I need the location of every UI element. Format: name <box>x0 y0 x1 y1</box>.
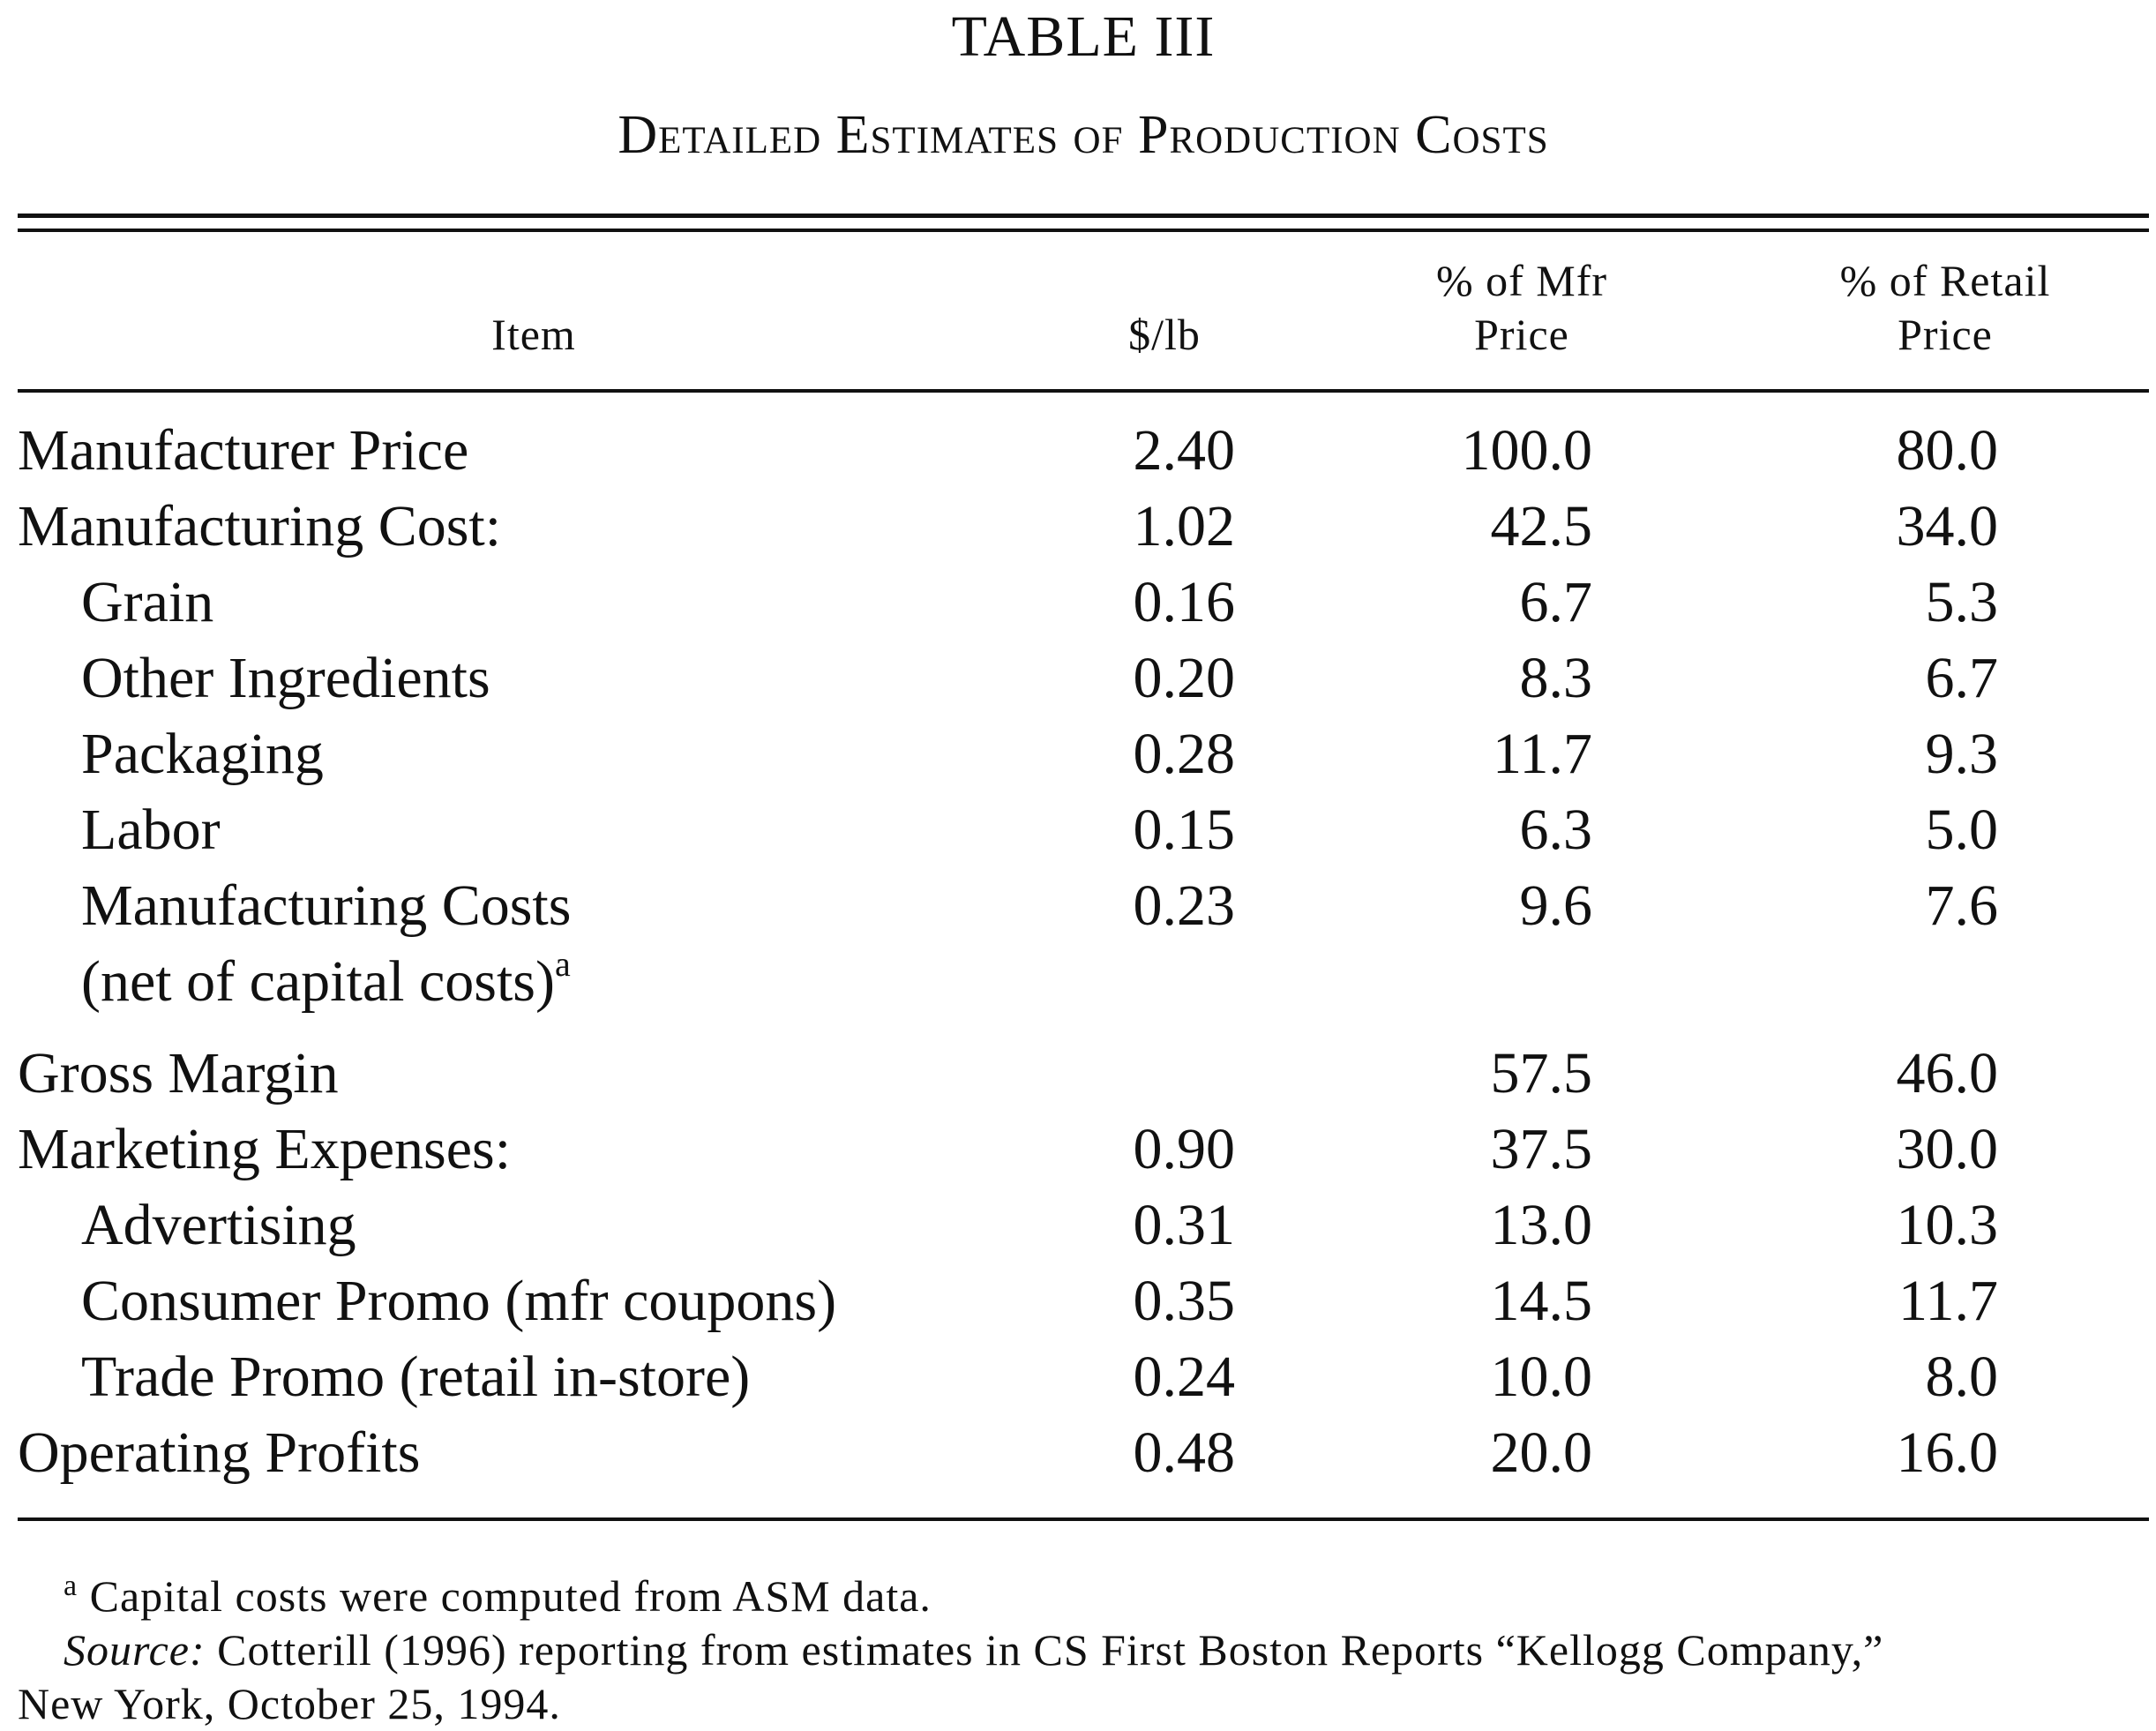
row-pct-mfr: 6.7 <box>1519 570 1593 634</box>
header-pct-retail-line2: Price <box>1898 310 1993 359</box>
row-pct-retail: 34.0 <box>1896 494 1999 558</box>
row-per-lb: 0.24 <box>1133 1345 1236 1409</box>
table-row: Manufacturer Price 2.40 100.0 80.0 <box>18 413 2149 489</box>
row-pct-retail: 5.0 <box>1925 798 1999 862</box>
header-per-lb: $/lb <box>1059 308 1270 362</box>
table-row: Gross Margin 57.5 46.0 <box>18 1036 2149 1112</box>
row-pct-retail: 8.0 <box>1925 1345 1999 1409</box>
table-title: Detailed Estimates of Production Costs <box>618 105 1549 165</box>
row-item: Consumer Promo (mfr coupons) <box>81 1269 837 1333</box>
row-pct-retail: 7.6 <box>1925 873 1999 938</box>
row-pct-mfr: 9.6 <box>1519 873 1593 938</box>
top-rule-2 <box>18 229 2149 232</box>
row-item: Advertising <box>81 1193 356 1257</box>
header-pct-mfr-line2: Price <box>1474 310 1569 359</box>
row-item-line2: (net of capital costs) <box>81 949 555 1014</box>
row-item: Marketing Expenses: <box>18 1117 512 1181</box>
row-pct-mfr: 10.0 <box>1490 1345 1593 1409</box>
table-row: Manufacturing Costs 0.23 9.6 7.6 <box>18 868 2149 944</box>
row-pct-retail: 10.3 <box>1896 1193 1999 1257</box>
row-pct-retail: 46.0 <box>1896 1041 1999 1105</box>
row-per-lb: 0.90 <box>1133 1117 1236 1181</box>
row-item-continuation: (net of capital costs)a <box>81 944 571 1020</box>
header-pct-retail-line1: % of Retail <box>1839 256 2051 305</box>
row-pct-mfr: 20.0 <box>1490 1420 1593 1485</box>
row-per-lb: 0.48 <box>1133 1420 1236 1485</box>
source-text-line2: New York, October 25, 1994. <box>18 1679 561 1728</box>
footnote-marker: a <box>554 944 571 984</box>
row-per-lb: 1.02 <box>1133 494 1236 558</box>
bottom-rule <box>18 1517 2149 1521</box>
row-per-lb: 2.40 <box>1133 418 1236 483</box>
row-item: Grain <box>81 570 214 634</box>
row-pct-retail: 9.3 <box>1925 722 1999 786</box>
row-per-lb: 0.15 <box>1133 798 1236 862</box>
table-row: Marketing Expenses: 0.90 37.5 30.0 <box>18 1112 2149 1188</box>
header-per-lb-label: $/lb <box>1128 310 1201 359</box>
header-rule <box>18 389 2149 393</box>
footnote-a-text: Capital costs were computed from ASM dat… <box>89 1571 932 1621</box>
table-row: Advertising 0.31 13.0 10.3 <box>18 1188 2149 1263</box>
table-row: Labor 0.15 6.3 5.0 <box>18 792 2149 868</box>
row-pct-mfr: 57.5 <box>1490 1041 1593 1105</box>
row-per-lb: 0.28 <box>1133 722 1236 786</box>
footnote-source-line2: New York, October 25, 1994. <box>18 1677 2149 1731</box>
footnote-a-marker: a <box>64 1570 79 1602</box>
table-row: Grain 0.16 6.7 5.3 <box>18 565 2149 641</box>
row-pct-retail: 80.0 <box>1896 418 1999 483</box>
header-item: Item <box>18 308 1050 362</box>
source-text: Cotterill (1996) reporting from estimate… <box>217 1625 1884 1675</box>
table-row: Trade Promo (retail in-store) 0.24 10.0 … <box>18 1339 2149 1415</box>
table-row-continuation: (net of capital costs)a <box>18 944 2149 1020</box>
table-row: Operating Profits 0.48 20.0 16.0 <box>18 1415 2149 1491</box>
header-pct-mfr-line1: % of Mfr <box>1435 256 1608 305</box>
row-item: Labor <box>81 798 221 862</box>
header-item-label: Item <box>491 310 576 359</box>
source-label: Source: <box>64 1625 206 1675</box>
row-item: Manufacturing Cost: <box>18 494 502 558</box>
row-pct-retail: 6.7 <box>1925 646 1999 710</box>
row-pct-retail: 30.0 <box>1896 1117 1999 1181</box>
table-row: Packaging 0.28 11.7 9.3 <box>18 716 2149 792</box>
row-item: Packaging <box>81 722 324 786</box>
row-pct-mfr: 100.0 <box>1461 418 1593 483</box>
header-pct-retail: % of Retail Price <box>1764 254 2126 362</box>
row-item: Gross Margin <box>18 1041 339 1105</box>
row-pct-retail: 5.3 <box>1925 570 1999 634</box>
row-pct-mfr: 6.3 <box>1519 798 1593 862</box>
row-pct-mfr: 14.5 <box>1490 1269 1593 1333</box>
table-page: TABLE III Detailed Estimates of Producti… <box>18 0 2149 1728</box>
row-pct-retail: 11.7 <box>1898 1269 1998 1333</box>
row-item: Manufacturing Costs <box>81 873 572 938</box>
row-pct-mfr: 8.3 <box>1519 646 1593 710</box>
row-per-lb: 0.35 <box>1133 1269 1236 1333</box>
header-pct-mfr: % of Mfr Price <box>1367 254 1676 362</box>
footnote-a: a Capital costs were computed from ASM d… <box>18 1570 2156 1623</box>
row-per-lb: 0.23 <box>1133 873 1236 938</box>
row-item: Trade Promo (retail in-store) <box>81 1345 751 1409</box>
row-item: Other Ingredients <box>81 646 490 710</box>
table-number: TABLE III <box>951 4 1216 69</box>
row-per-lb: 0.16 <box>1133 570 1236 634</box>
table-row: Consumer Promo (mfr coupons) 0.35 14.5 1… <box>18 1263 2149 1339</box>
row-item: Manufacturer Price <box>18 418 469 483</box>
table-row: Manufacturing Cost: 1.02 42.5 34.0 <box>18 489 2149 565</box>
row-per-lb: 0.20 <box>1133 646 1236 710</box>
row-per-lb: 0.31 <box>1133 1193 1236 1257</box>
row-pct-mfr: 42.5 <box>1490 494 1593 558</box>
row-pct-mfr: 11.7 <box>1492 722 1592 786</box>
row-pct-mfr: 37.5 <box>1490 1117 1593 1181</box>
top-rule-1 <box>18 214 2149 218</box>
table-row: Other Ingredients 0.20 8.3 6.7 <box>18 641 2149 716</box>
footnote-source: Source: Cotterill (1996) reporting from … <box>18 1623 2156 1677</box>
row-pct-retail: 16.0 <box>1896 1420 1999 1485</box>
row-item: Operating Profits <box>18 1420 421 1485</box>
row-pct-mfr: 13.0 <box>1490 1193 1593 1257</box>
